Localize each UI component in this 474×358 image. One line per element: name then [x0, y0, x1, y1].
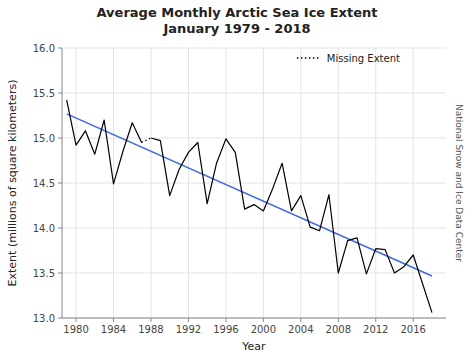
x-tick [150, 318, 151, 322]
y-tick-label: 13.0 [33, 313, 55, 324]
grid-line [62, 93, 446, 94]
x-tick-label: 2000 [251, 324, 276, 335]
grid-line [62, 183, 446, 184]
grid-line [76, 48, 77, 318]
x-tick-label: 1992 [176, 324, 201, 335]
x-tick [338, 318, 339, 322]
y-tick [58, 273, 62, 274]
x-tick [113, 318, 114, 322]
y-tick-label: 13.5 [33, 268, 55, 279]
y-tick-label: 14.5 [33, 178, 55, 189]
grid-line [62, 318, 446, 319]
y-tick-label: 15.5 [33, 88, 55, 99]
plot-area [67, 100, 432, 312]
x-tick-label: 1988 [138, 324, 163, 335]
x-tick-label: 1980 [63, 324, 88, 335]
y-tick-label: 14.0 [33, 223, 55, 234]
x-tick-label: 2012 [363, 324, 388, 335]
chart: 1980 1984 1988 1992 1996 2000 2004 2008 2012 2016… [0, 0, 474, 358]
x-tick-label: 2016 [400, 324, 425, 335]
x-tick [300, 318, 301, 322]
y-tick [58, 48, 62, 49]
x-tick [225, 318, 226, 322]
y-tick [58, 138, 62, 139]
grid-line [375, 48, 376, 318]
x-tick [413, 318, 414, 322]
x-axis-label: Year [241, 340, 266, 353]
x-tick-label: 1996 [213, 324, 238, 335]
x-tick [375, 318, 376, 322]
x-tick-label: 2008 [326, 324, 351, 335]
y-tick-label: 16.0 [33, 43, 55, 54]
x-tick-label: 2004 [288, 324, 313, 335]
legend-label: Missing Extent [327, 53, 400, 64]
y-tick-label: 15.0 [33, 133, 55, 144]
series-line [142, 138, 151, 143]
series-line [67, 100, 142, 184]
x-tick [188, 318, 189, 322]
grid-line [338, 48, 339, 318]
y-axis-label: Extent (millions of square kilometers) [6, 80, 19, 287]
title-line: January 1979 - 2018 [162, 21, 310, 36]
x-axis-line [62, 318, 446, 319]
series-line [67, 114, 432, 276]
y-tick [58, 183, 62, 184]
legend-swatch [297, 57, 321, 58]
series-line [151, 138, 432, 313]
title: Average Monthly Arctic Sea Ice ExtentJan… [97, 5, 378, 36]
grid-line [150, 48, 151, 318]
grid-line [188, 48, 189, 318]
x-tick [76, 318, 77, 322]
y-tick [58, 93, 62, 94]
grid-line [62, 273, 446, 274]
y-tick [58, 228, 62, 229]
grid-line [225, 48, 226, 318]
grid-line [263, 48, 264, 318]
grid [62, 48, 446, 318]
x-tick-label: 1984 [101, 324, 126, 335]
x-tick [263, 318, 264, 322]
title-line: Average Monthly Arctic Sea Ice Extent [97, 5, 378, 20]
grid-line [62, 48, 446, 49]
annotation: National Snow and Ice Data Center [454, 104, 464, 262]
grid-line [413, 48, 414, 318]
grid-line [62, 228, 446, 229]
grid-line [300, 48, 301, 318]
legend: Missing Extent [297, 53, 400, 64]
y-tick [58, 318, 62, 319]
